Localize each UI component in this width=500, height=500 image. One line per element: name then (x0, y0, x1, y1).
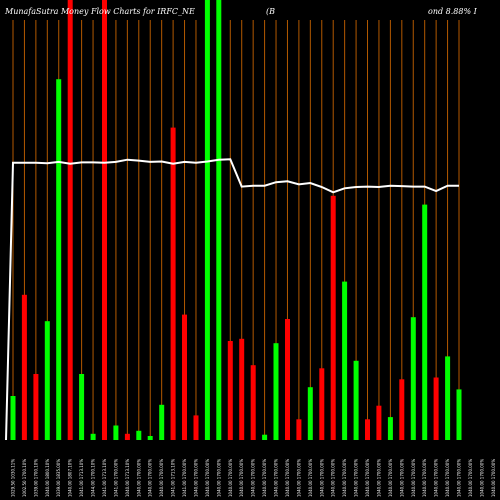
money-flow-bar (319, 368, 325, 440)
money-flow-bar (307, 387, 313, 440)
x-tick-label: 1040.00 1700.00% (285, 459, 290, 497)
money-flow-bar (273, 343, 279, 440)
money-flow-bar (456, 389, 462, 440)
money-flow-bar (227, 341, 233, 440)
money-flow-bar (216, 0, 222, 440)
money-flow-bar (262, 434, 268, 440)
x-tick-label: 1040.00 1700.00% (422, 459, 427, 497)
x-tick-label: 1040.00 1700.00% (159, 459, 164, 497)
x-axis-labels: 1029.50 1030.11% 1002.50 1700.10% 1039.00 … (11, 459, 496, 497)
x-tick-label: 1029.50 1030.11% (11, 459, 16, 497)
x-tick-label: 1040.00 1700.00% (216, 459, 221, 497)
x-tick-label: 1039.00 1700.10% (33, 459, 38, 497)
x-tick-label: 1040.00 1807.10% (68, 459, 73, 497)
chart-title-mid: (B (266, 7, 275, 16)
money-flow-bar (102, 0, 107, 440)
money-flow-bar (342, 281, 348, 440)
money-flow-bar (67, 0, 73, 440)
money-flow-bar (147, 436, 153, 440)
x-tick-label: 1040.00 1700.00% (228, 459, 233, 497)
x-tick-label: 1040.00 1700.00% (194, 459, 199, 497)
x-tick-label: 1040.00 1700.00% (468, 459, 473, 497)
x-tick-label: 1040.00 1700.00% (479, 459, 484, 497)
money-flow-bar (33, 374, 39, 440)
x-tick-label: 1040.00 1700.00% (388, 459, 393, 497)
x-tick-label: 1041.00 1700.00% (113, 459, 118, 497)
x-tick-label: 1040.00 1700.00% (411, 459, 416, 497)
money-flow-bar (21, 294, 27, 440)
x-tick-label: 1040.00 1700.00% (262, 459, 267, 497)
money-flow-bar (410, 317, 416, 440)
money-flow-bar (422, 204, 428, 440)
money-flow-bar (124, 433, 130, 440)
money-flow-bar (56, 79, 62, 440)
money-flow-bar (296, 419, 302, 440)
x-tick-label: 1002.50 1700.10% (22, 459, 27, 497)
x-tick-label: 1040.00 1713.10% (125, 459, 130, 497)
price-line (5, 158, 459, 441)
x-tick-label: 1041.00 1700.00% (182, 459, 187, 497)
money-flow-bar (399, 379, 405, 440)
x-tick-label: 1040.00 1700.00% (354, 459, 359, 497)
chart-title: MunafaSutra Money Flow Charts for IRFC_N… (4, 7, 195, 16)
x-tick-label: 1040.00 1700.00% (205, 459, 210, 497)
x-tick-label: 1041.00 1713.10% (79, 459, 84, 497)
x-tick-label: 1040.00 1700.00% (365, 459, 370, 497)
x-tick-label: 1040.00 1700.00% (319, 459, 324, 497)
x-tick-label: 1040.00 1700.00% (331, 459, 336, 497)
money-flow-bar (445, 356, 451, 440)
x-tick-label: 1040.00 1700.00% (296, 459, 301, 497)
money-flow-bar (44, 321, 50, 440)
money-flow-bar (182, 314, 187, 440)
money-flow-bar (387, 417, 393, 440)
money-flow-bar (10, 396, 16, 440)
x-tick-label: 1040.00 1700.00% (239, 459, 244, 497)
money-flow-bar (136, 430, 142, 440)
money-flow-bar (285, 319, 290, 440)
chart-title-right: ond 8.88% I (428, 7, 478, 16)
x-tick-label: 1040.00 1700.00% (491, 459, 496, 497)
money-flow-bar (365, 419, 370, 440)
money-flow-bar (250, 365, 256, 440)
x-tick-label: 1040.00 1700.00% (399, 459, 404, 497)
x-tick-label: 1040.00 1700.00% (274, 459, 279, 497)
money-flow-bars (10, 0, 462, 440)
money-flow-bar (170, 127, 176, 440)
x-tick-label: 1040.00 1700.00% (148, 459, 153, 497)
x-tick-label: 1040.00 1700.00% (136, 459, 141, 497)
x-tick-label: 1040.00 1700.00% (457, 459, 462, 497)
x-tick-label: 1040.00 1700.00% (251, 459, 256, 497)
money-flow-bar (193, 415, 199, 440)
x-tick-label: 1040.00 1700.00% (308, 459, 313, 497)
x-tick-label: 1040.00 1700.00% (342, 459, 347, 497)
x-tick-label: 1040.00 1700.00% (376, 459, 381, 497)
x-tick-label: 1040.00 1800.10% (45, 459, 50, 497)
money-flow-bar (204, 0, 210, 440)
x-tick-label: 1039.00 1835.00% (56, 459, 61, 497)
money-flow-bar (330, 195, 336, 440)
money-flow-bar (239, 338, 245, 440)
money-flow-bar (90, 433, 96, 440)
money-flow-bar (353, 360, 359, 440)
money-flow-bar (159, 404, 165, 440)
x-tick-label: 1041.00 1713.10% (102, 459, 107, 497)
money-flow-bar (113, 425, 119, 440)
money-flow-bar (433, 377, 439, 440)
x-tick-label: 1040.00 1700.00% (445, 459, 450, 497)
money-flow-bar (376, 405, 382, 440)
x-tick-label: 1040.00 1700.00% (434, 459, 439, 497)
x-tick-label: 1044.00 1700.10% (91, 459, 96, 497)
money-flow-bar (79, 374, 85, 440)
x-tick-label: 1041.00 1713.10% (171, 459, 176, 497)
